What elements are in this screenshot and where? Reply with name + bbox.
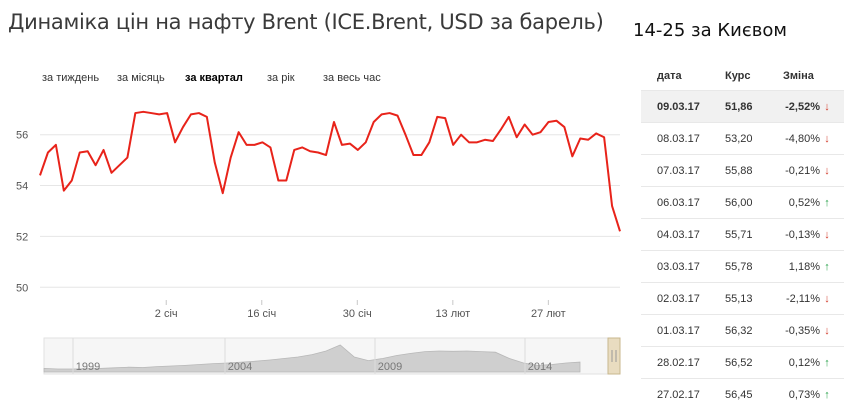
rate-value: 55,88 xyxy=(725,164,753,177)
rate-change-value: 1,18% xyxy=(788,260,820,273)
rate-value: 56,52 xyxy=(725,356,753,369)
rate-row[interactable]: 28.02.17 56,52 0,12% ↑ xyxy=(641,346,844,378)
rate-change: 1,18% ↑ xyxy=(771,261,844,273)
rate-change-value: -2,52% xyxy=(785,100,820,113)
rate-date: 09.03.17 xyxy=(657,100,700,113)
rate-change-value: 0,52% xyxy=(788,196,820,209)
rate-change-value: -4,80% xyxy=(785,132,820,145)
date-column-header: дата xyxy=(657,70,682,82)
x-tick-label: 30 січ xyxy=(343,308,372,320)
arrow-up-icon: ↑ xyxy=(824,356,830,369)
rate-change: -2,11% ↓ xyxy=(771,293,844,305)
tab-month[interactable]: за місяць xyxy=(117,72,165,84)
navigator-history-area xyxy=(43,344,581,373)
rate-row[interactable]: 04.03.17 55,71 -0,13% ↓ xyxy=(641,218,844,250)
tab-all-time[interactable]: за весь час xyxy=(323,72,381,84)
y-tick-label: 50 xyxy=(16,282,28,294)
rate-value: 55,71 xyxy=(725,228,753,241)
navigator-year-label: 2014 xyxy=(528,361,552,373)
tab-week[interactable]: за тиждень xyxy=(42,72,100,84)
navigator-year-label: 2009 xyxy=(378,361,402,373)
y-tick-label: 52 xyxy=(16,231,28,243)
x-tick-label: 2 січ xyxy=(155,308,178,320)
brent-price-line xyxy=(39,110,621,232)
rate-row[interactable]: 27.02.17 56,45 0,73% ↑ xyxy=(641,378,844,410)
rate-change-value: -0,21% xyxy=(785,164,820,177)
tab-quarter[interactable]: за квартал xyxy=(185,72,243,84)
arrow-down-icon: ↓ xyxy=(824,100,830,113)
rate-row[interactable]: 02.03.17 55,13 -2,11% ↓ xyxy=(641,282,844,314)
rate-change: -0,13% ↓ xyxy=(771,229,844,241)
rate-value: 55,13 xyxy=(725,292,753,305)
rate-change-value: -0,13% xyxy=(785,228,820,241)
price-chart: 50 52 54 56 2 січ 16 січ 30 січ 13 лют 27 лют xyxy=(16,110,621,320)
y-tick-label: 54 xyxy=(16,181,28,193)
navigator-range-handle[interactable] xyxy=(607,337,621,375)
rate-change-value: -0,35% xyxy=(785,324,820,337)
arrow-down-icon: ↓ xyxy=(824,164,830,177)
rates-body: 09.03.17 51,86 -2,52% ↓ 08.03.17 53,20 -4,80% ↓… xyxy=(641,90,844,410)
rate-row[interactable]: 03.03.17 55,78 1,18% ↑ xyxy=(641,250,844,282)
arrow-down-icon: ↓ xyxy=(824,324,830,337)
rate-change: 0,12% ↑ xyxy=(771,357,844,369)
rates-table: дата Курс Зміна 09.03.17 51,86 -2,52% ↓ 08.0… xyxy=(641,62,844,410)
rate-row[interactable]: 06.03.17 56,00 0,52% ↑ xyxy=(641,186,844,218)
rate-row[interactable]: 01.03.17 56,32 -0,35% ↓ xyxy=(641,314,844,346)
rate-change: 0,73% ↑ xyxy=(771,389,844,401)
rate-date: 06.03.17 xyxy=(657,196,700,209)
arrow-down-icon: ↓ xyxy=(824,292,830,305)
arrow-down-icon: ↓ xyxy=(824,228,830,241)
tab-year[interactable]: за рік xyxy=(267,72,295,84)
rate-date: 07.03.17 xyxy=(657,164,700,177)
navigator-year-label: 2004 xyxy=(228,361,252,373)
change-column-header: Зміна xyxy=(783,70,814,82)
x-tick-label: 16 січ xyxy=(247,308,276,320)
rates-header: дата Курс Зміна xyxy=(641,62,844,90)
arrow-up-icon: ↑ xyxy=(824,196,830,209)
arrow-up-icon: ↑ xyxy=(824,260,830,273)
rate-column-header: Курс xyxy=(725,70,751,82)
rate-row[interactable]: 08.03.17 53,20 -4,80% ↓ xyxy=(641,122,844,154)
x-tick-label: 13 лют xyxy=(435,308,470,320)
rate-row[interactable]: 07.03.17 55,88 -0,21% ↓ xyxy=(641,154,844,186)
rate-date: 01.03.17 xyxy=(657,324,700,337)
rate-value: 56,32 xyxy=(725,324,753,337)
rate-date: 08.03.17 xyxy=(657,132,700,145)
rate-value: 53,20 xyxy=(725,132,753,145)
rate-date: 04.03.17 xyxy=(657,228,700,241)
rate-value: 56,45 xyxy=(725,388,753,401)
rate-date: 28.02.17 xyxy=(657,356,700,369)
x-tick-label: 27 лют xyxy=(531,308,566,320)
range-navigator[interactable]: 1999 2004 2009 2014 xyxy=(0,336,625,382)
arrow-up-icon: ↑ xyxy=(824,388,830,401)
rate-change: -4,80% ↓ xyxy=(771,133,844,145)
chart-title: Динаміка цін на нафту Brent (ICE.Brent, … xyxy=(8,10,604,34)
rate-value: 55,78 xyxy=(725,260,753,273)
rate-change-value: 0,12% xyxy=(788,356,820,369)
y-tick-label: 56 xyxy=(16,130,28,142)
rate-change: -0,35% ↓ xyxy=(771,325,844,337)
rate-change-value: -2,11% xyxy=(785,292,820,305)
rate-row[interactable]: 09.03.17 51,86 -2,52% ↓ xyxy=(641,90,844,122)
rate-value: 56,00 xyxy=(725,196,753,209)
rate-change-value: 0,73% xyxy=(788,388,820,401)
navigator-year-label: 1999 xyxy=(76,361,100,373)
rate-change: -0,21% ↓ xyxy=(771,165,844,177)
rate-date: 02.03.17 xyxy=(657,292,700,305)
rate-date: 03.03.17 xyxy=(657,260,700,273)
rate-change: -2,52% ↓ xyxy=(771,101,844,113)
time-subtitle: 14-25 за Києвом xyxy=(633,20,787,41)
arrow-down-icon: ↓ xyxy=(824,132,830,145)
rate-value: 51,86 xyxy=(725,100,753,113)
rate-change: 0,52% ↑ xyxy=(771,197,844,209)
rate-date: 27.02.17 xyxy=(657,388,700,401)
